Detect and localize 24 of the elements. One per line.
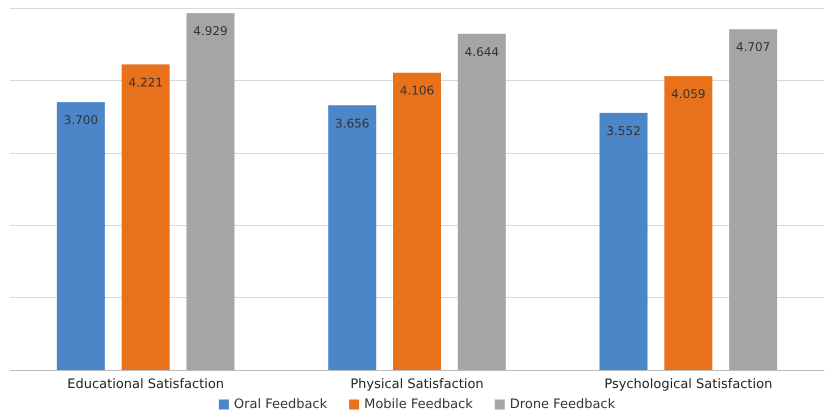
data-label: 4.707 — [736, 40, 770, 54]
x-tick-label: Psychological Satisfaction — [604, 377, 772, 392]
bar — [393, 72, 441, 370]
data-label: 3.700 — [64, 113, 98, 128]
bar — [56, 102, 105, 370]
legend-label: Drone Feedback — [510, 397, 616, 412]
x-tick-label: Educational Satisfaction — [67, 377, 224, 392]
bar — [729, 29, 778, 370]
data-label: 4.929 — [193, 24, 228, 38]
legend-label: Mobile Feedback — [364, 397, 474, 412]
bar — [186, 13, 234, 370]
bar — [328, 105, 376, 370]
bar — [122, 64, 170, 370]
bar — [600, 112, 648, 370]
data-label: 4.221 — [128, 75, 163, 90]
legend-label: Oral Feedback — [234, 397, 328, 412]
data-label: 4.644 — [464, 44, 499, 59]
data-label: 3.656 — [335, 116, 370, 130]
data-label: 3.552 — [606, 124, 641, 138]
data-label: 4.059 — [671, 87, 706, 102]
bar — [458, 34, 506, 370]
data-label: 4.106 — [400, 84, 434, 98]
bar — [664, 76, 712, 370]
x-tick-label: Physical Satisfaction — [350, 377, 484, 392]
